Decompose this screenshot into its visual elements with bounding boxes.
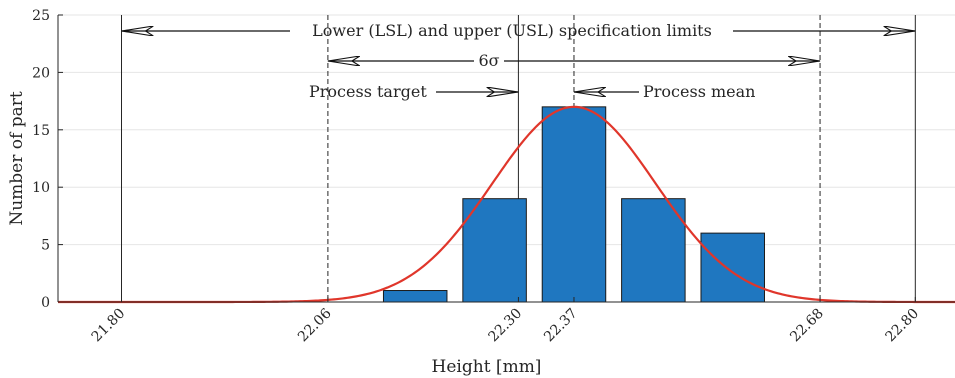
y-tick-label: 10 bbox=[32, 180, 50, 196]
histogram-bar bbox=[382, 290, 448, 303]
grid bbox=[58, 14, 955, 246]
y-tick-label: 20 bbox=[32, 65, 50, 81]
spec-limits-label: Lower (LSL) and upper (USL) specificatio… bbox=[312, 21, 712, 40]
process-mean-label: Process mean bbox=[643, 82, 755, 101]
x-axis-label: Height [mm] bbox=[432, 357, 542, 377]
histogram-bar bbox=[621, 198, 686, 303]
y-tick-label: 15 bbox=[32, 123, 50, 139]
x-tick-label: 22.06 bbox=[295, 305, 335, 345]
histogram-bar bbox=[700, 232, 765, 303]
process-target-label: Process target bbox=[309, 82, 427, 101]
histogram-bars bbox=[382, 106, 765, 303]
y-axis-label: Number of part bbox=[7, 91, 27, 225]
six-sigma-label: 6σ bbox=[478, 51, 499, 70]
x-tick-label: 22.68 bbox=[787, 306, 827, 346]
histogram-bar bbox=[462, 198, 527, 303]
x-tick-label: 22.30 bbox=[486, 306, 526, 346]
axes bbox=[57, 15, 955, 303]
x-tick-label: 22.80 bbox=[882, 306, 922, 346]
y-tick-label: 0 bbox=[41, 295, 50, 311]
annotations: Lower (LSL) and upper (USL) specificatio… bbox=[122, 21, 916, 101]
histogram-bar bbox=[541, 106, 607, 303]
x-tick-label: 21.80 bbox=[89, 306, 129, 346]
y-tick-label: 25 bbox=[32, 8, 50, 24]
y-tick-label: 5 bbox=[41, 238, 50, 254]
x-tick-label: 22.37 bbox=[541, 306, 581, 346]
